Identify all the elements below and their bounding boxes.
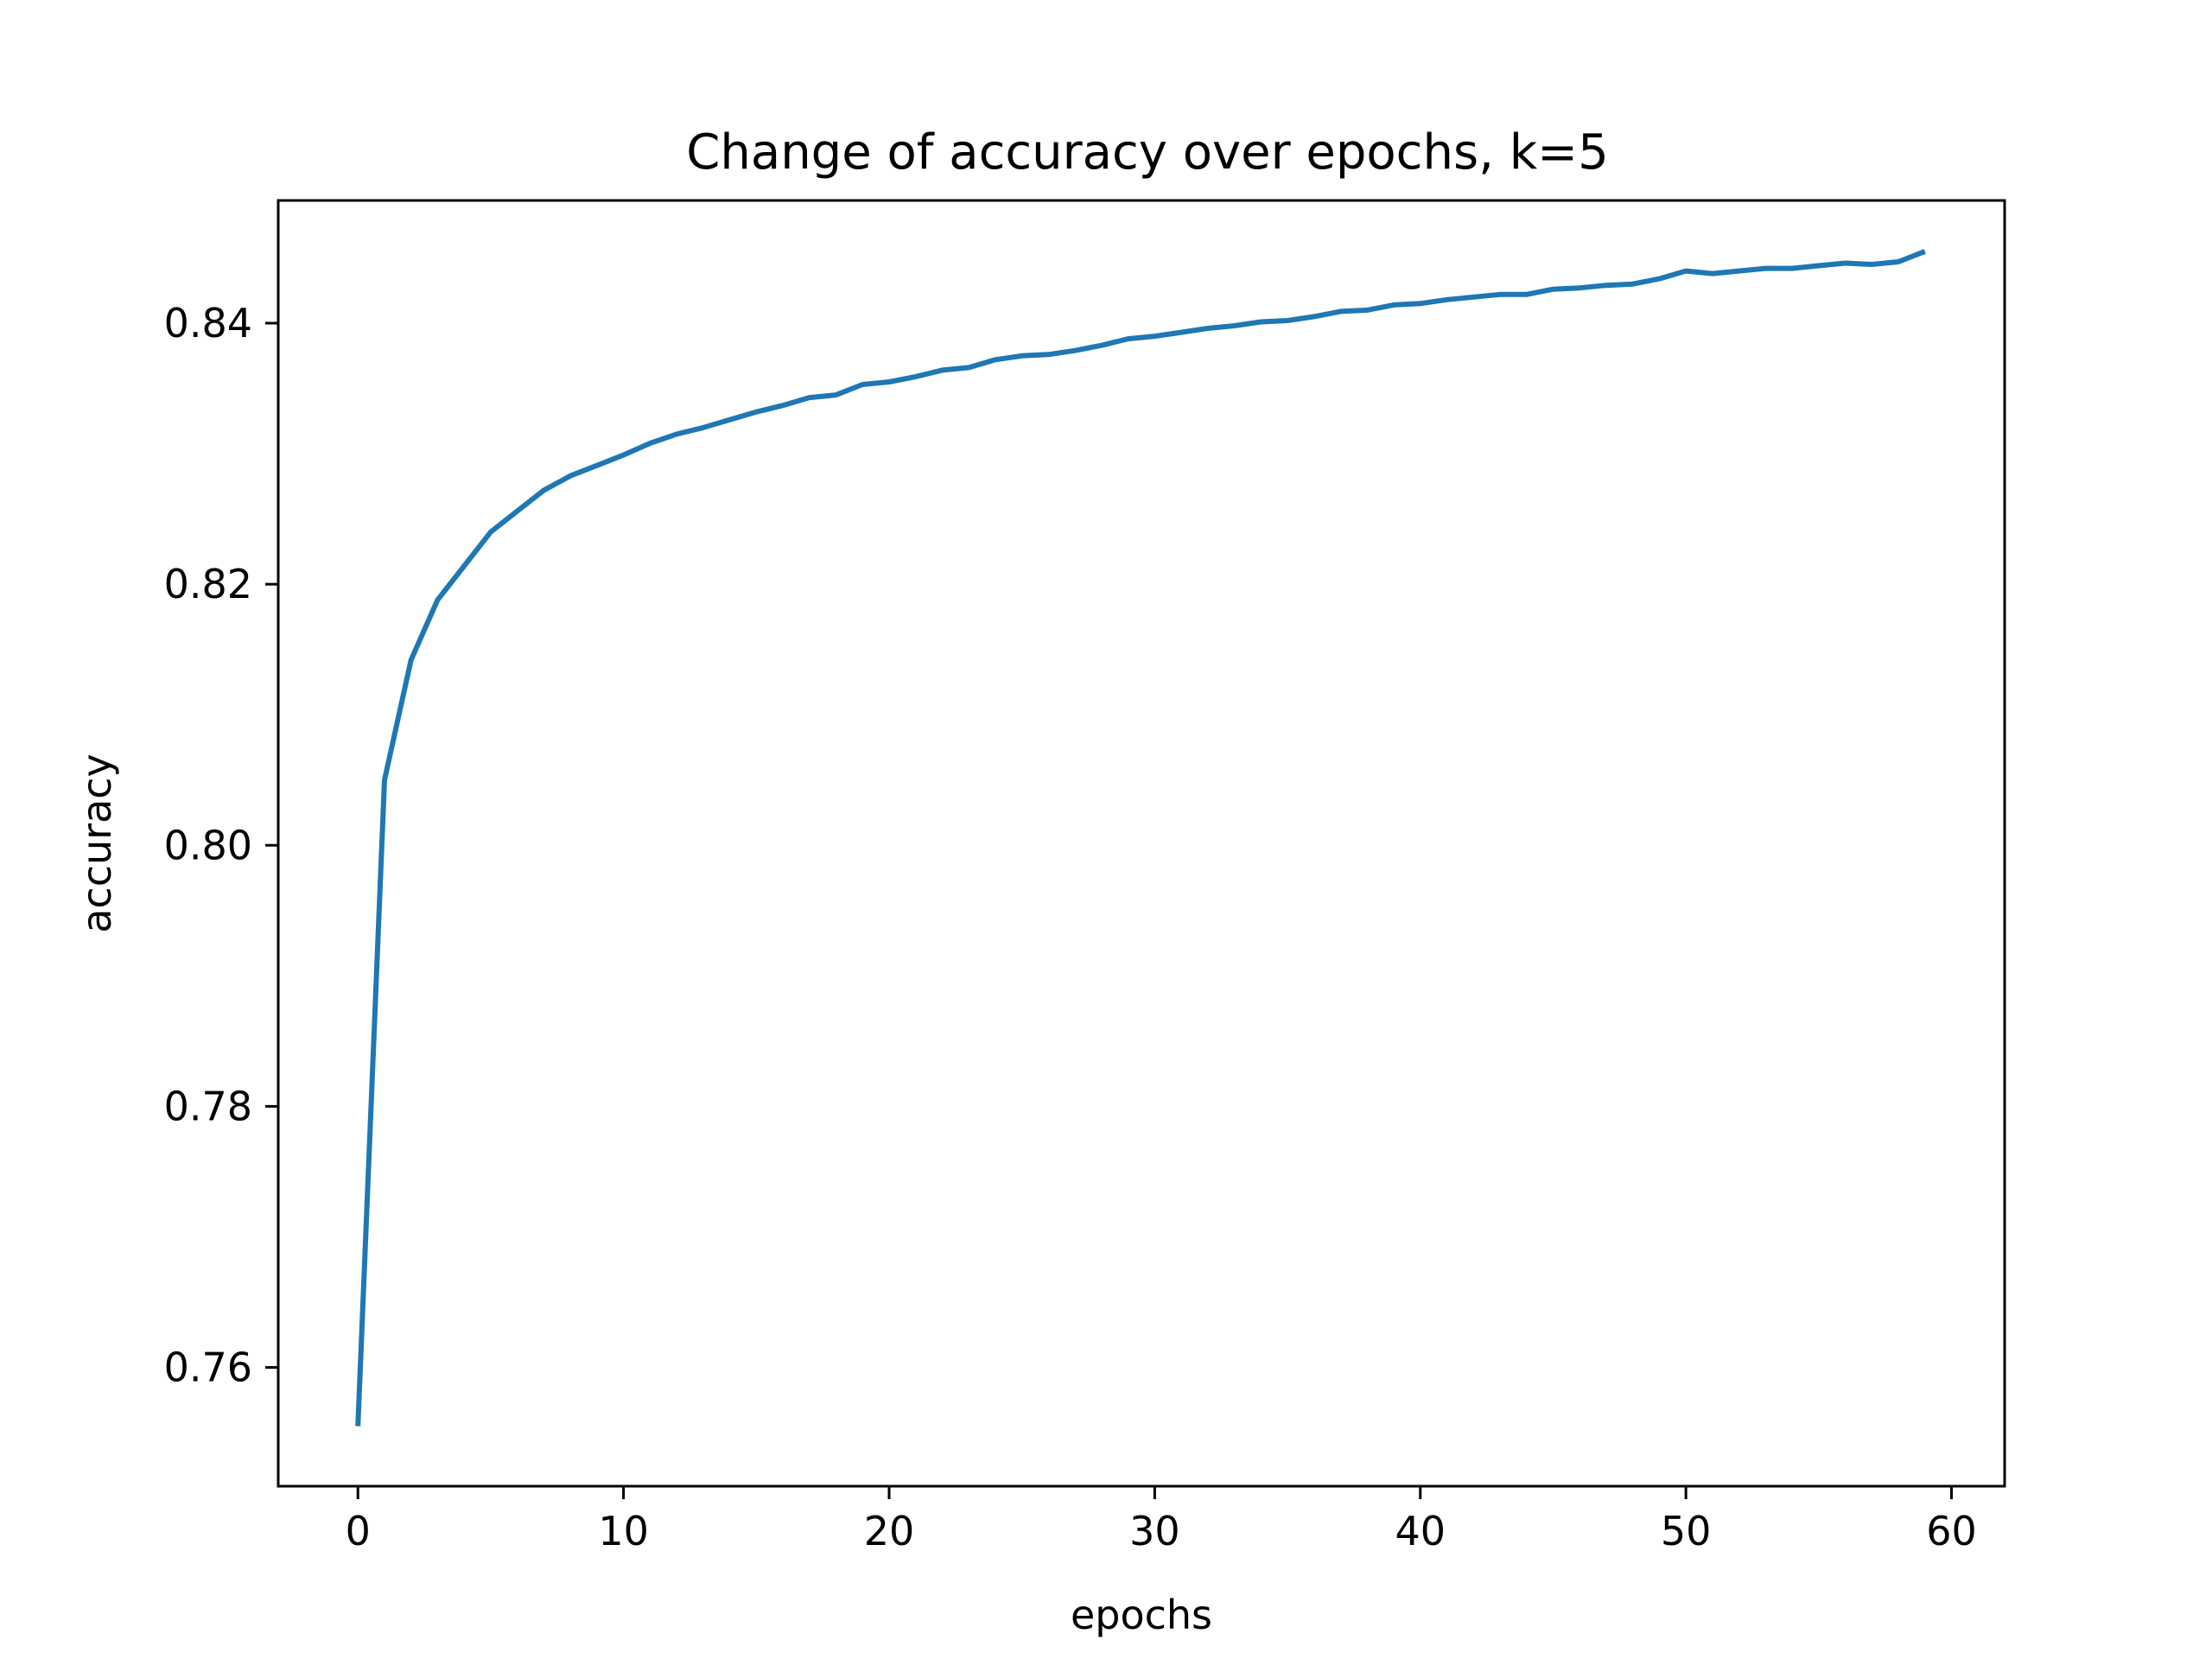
plot-area-frame: [276, 199, 2006, 1488]
x-tick-label: 20: [864, 1508, 915, 1554]
y-tick-label: 0.82: [164, 561, 252, 607]
x-tick-label: 30: [1129, 1508, 1180, 1554]
x-tick-label: 50: [1661, 1508, 1712, 1554]
x-axis-ticks: 0 10 20 30 40 50 60: [346, 1486, 1977, 1554]
x-tick-label: 60: [1926, 1508, 1977, 1554]
y-tick-label: 0.78: [164, 1083, 252, 1129]
x-tick-label: 10: [598, 1508, 649, 1554]
y-tick-label: 0.76: [164, 1344, 252, 1391]
x-tick-label: 0: [346, 1508, 371, 1554]
accuracy-line: [355, 249, 1926, 1427]
x-axis-label: epochs: [1071, 1592, 1212, 1638]
y-tick-label: 0.80: [164, 822, 252, 868]
chart-title: Change of accuracy over epochs, k=5: [686, 124, 1608, 181]
x-tick-label: 40: [1395, 1508, 1446, 1554]
y-axis-ticks: 0.76 0.78 0.80 0.82 0.84: [164, 300, 278, 1391]
y-tick-label: 0.84: [164, 300, 252, 346]
y-axis-label: accuracy: [73, 753, 120, 933]
